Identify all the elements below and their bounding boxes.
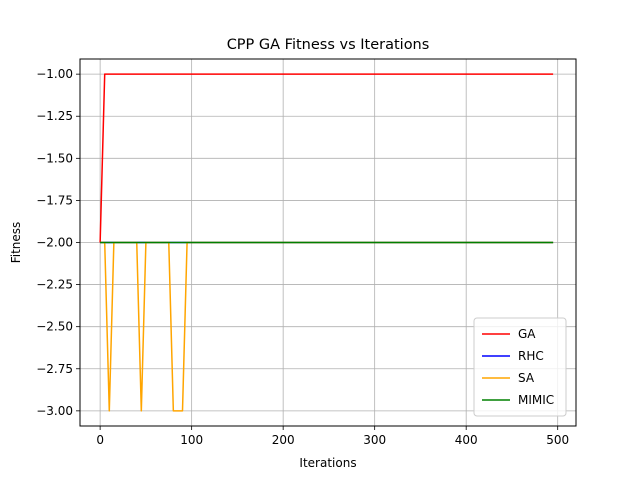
x-tick-label: 400 [455, 433, 478, 447]
legend-label-mimic: MIMIC [518, 393, 554, 407]
y-tick-label: −2.75 [36, 362, 73, 376]
y-tick-label: −2.00 [36, 236, 73, 250]
y-tick-label: −1.00 [36, 67, 73, 81]
x-tick-label: 500 [546, 433, 569, 447]
series-line-ga [99, 73, 554, 243]
y-tick-label: −1.25 [36, 109, 73, 123]
y-axis-label: Fitness [9, 222, 23, 264]
y-tick-label: −2.50 [36, 320, 73, 334]
x-tick-label: 300 [363, 433, 386, 447]
y-tick-label: −3.00 [36, 404, 73, 418]
y-tick-label: −2.25 [36, 278, 73, 292]
ticks: 0 100 200 300 400 500 −1.00 −1.25 −1.50 −1.75 −2.0… [36, 67, 569, 447]
y-tick-label: −1.50 [36, 151, 73, 165]
chart-title: CPP GA Fitness vs Iterations [227, 37, 430, 53]
x-tick-label: 200 [272, 433, 295, 447]
legend-label-rhc: RHC [518, 349, 544, 363]
legend: GA RHC SA MIMIC [473, 317, 567, 417]
legend-label-ga: GA [518, 327, 536, 341]
y-tick-label: −1.75 [36, 193, 73, 207]
legend-label-sa: SA [518, 371, 535, 385]
x-axis-label: Iterations [299, 456, 356, 470]
x-tick-label: 100 [180, 433, 203, 447]
legend-box [473, 317, 567, 417]
x-tick-label: 0 [96, 433, 104, 447]
series-lines [99, 73, 554, 412]
